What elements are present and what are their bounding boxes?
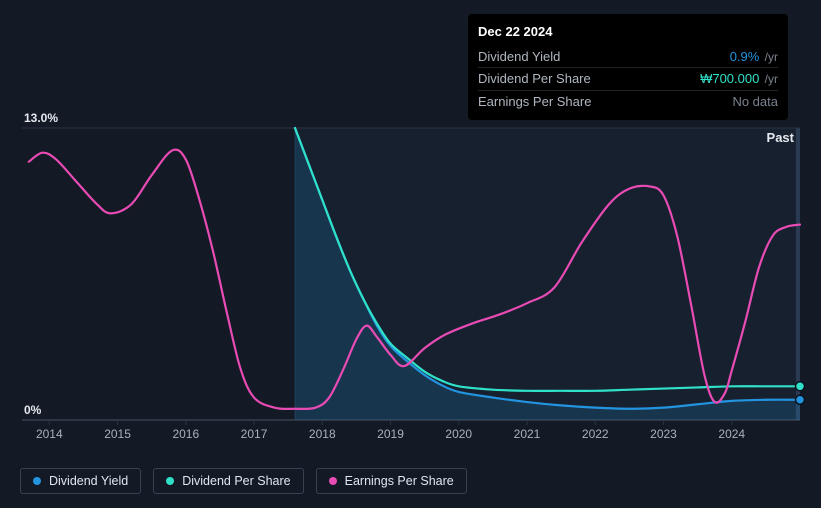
chart-container: 2014 2015 2016 2017 2018 2019 2020 2021 2022 2023…	[0, 0, 821, 508]
svg-text:2017: 2017	[241, 427, 268, 441]
svg-text:2019: 2019	[377, 427, 404, 441]
tooltip-row: Dividend Per Share ₩700.000 /yr	[478, 67, 778, 90]
svg-text:Past: Past	[767, 130, 795, 145]
svg-text:2016: 2016	[172, 427, 199, 441]
tooltip-date: Dec 22 2024	[478, 22, 778, 42]
svg-text:0%: 0%	[24, 403, 42, 417]
legend-dot-icon	[329, 477, 337, 485]
legend-dot-icon	[166, 477, 174, 485]
legend-item-earnings-per-share[interactable]: Earnings Per Share	[316, 468, 467, 494]
tooltip-metric-label: Earnings Per Share	[478, 92, 591, 112]
legend-label: Dividend Per Share	[182, 474, 290, 488]
tooltip-metric-label: Dividend Yield	[478, 47, 560, 67]
svg-text:2020: 2020	[445, 427, 472, 441]
legend-label: Dividend Yield	[49, 474, 128, 488]
legend-item-dividend-yield[interactable]: Dividend Yield	[20, 468, 141, 494]
chart-tooltip: Dec 22 2024 Dividend Yield0.9% /yrDivide…	[468, 14, 788, 120]
svg-text:2022: 2022	[582, 427, 609, 441]
tooltip-metric-value: No data	[732, 92, 778, 112]
svg-text:2021: 2021	[514, 427, 541, 441]
svg-text:2024: 2024	[718, 427, 745, 441]
chart-legend: Dividend Yield Dividend Per Share Earnings…	[20, 468, 467, 494]
tooltip-row: Earnings Per Share No data	[478, 90, 778, 113]
legend-item-dividend-per-share[interactable]: Dividend Per Share	[153, 468, 303, 494]
tooltip-row: Dividend Yield 0.9% /yr	[478, 46, 778, 68]
svg-text:2015: 2015	[104, 427, 131, 441]
tooltip-metric-label: Dividend Per Share	[478, 69, 591, 89]
tooltip-metric-value: 0.9% /yr	[730, 47, 778, 67]
legend-dot-icon	[33, 477, 41, 485]
tooltip-metric-value: ₩700.000 /yr	[700, 69, 778, 89]
svg-text:13.0%: 13.0%	[24, 111, 58, 125]
legend-label: Earnings Per Share	[345, 474, 454, 488]
svg-text:2018: 2018	[309, 427, 336, 441]
svg-text:2023: 2023	[650, 427, 677, 441]
svg-text:2014: 2014	[36, 427, 63, 441]
